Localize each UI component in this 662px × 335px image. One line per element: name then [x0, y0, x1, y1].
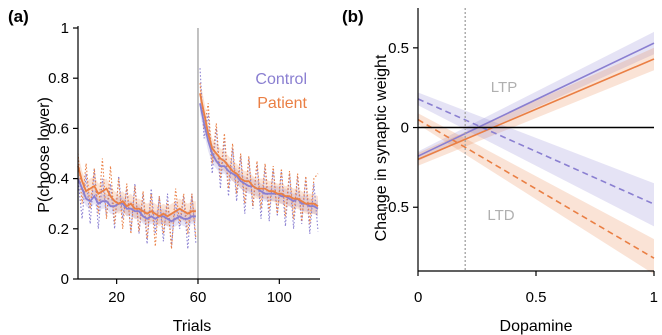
patient-ltd-band — [418, 113, 654, 275]
patient-mean-line — [77, 165, 196, 218]
panel-b-axes: 0.5 0 -0.5 0 0.5 1 — [383, 8, 658, 306]
control-trial-trace — [77, 168, 197, 249]
panel-b: (b) 0.5 0 -0.5 0 0.5 1 LTP LTD Dopamine Chang… — [342, 7, 658, 335]
y-tick-label: 0.2 — [48, 221, 69, 238]
ltd-annotation: LTD — [487, 207, 514, 224]
y-tick-label: 0.4 — [48, 171, 69, 188]
control-sem-band — [78, 168, 196, 229]
panel-b-confidence-bands — [418, 31, 654, 275]
x-tick-label: 100 — [267, 289, 292, 306]
ltp-annotation: LTP — [491, 79, 517, 96]
panel-a-y-axis-title: P(choose lower) — [36, 97, 53, 213]
legend-entry-control: Control — [255, 71, 307, 88]
panel-a-mean-lines — [77, 93, 319, 223]
panel-b-y-axis-title: Change in synaptic weight — [373, 54, 390, 241]
x-tick-label: 60 — [190, 289, 207, 306]
y-tick-label: 0.5 — [388, 40, 409, 57]
patient-ltd-line — [417, 118, 655, 259]
panel-a-raw-traces — [77, 68, 319, 249]
x-tick-label: 1 — [650, 289, 658, 306]
x-tick-label: 0.5 — [526, 289, 547, 306]
panel-b-label: (b) — [342, 7, 364, 26]
patient-trial-trace — [199, 83, 319, 224]
y-tick-label: 1 — [61, 20, 69, 37]
y-tick-label: 0 — [401, 120, 409, 137]
y-tick-label: 0 — [61, 271, 69, 288]
control-mean-line — [77, 178, 196, 223]
panel-a-label: (a) — [8, 7, 29, 26]
control-ltp-line — [417, 42, 655, 157]
y-tick-label: 0.8 — [48, 70, 69, 87]
panel-a-legend: Control Patient — [255, 71, 307, 112]
control-ltd-line — [417, 98, 655, 205]
patient-ltp-band — [418, 47, 654, 166]
y-tick-label: 0.6 — [48, 120, 69, 137]
panel-a-axes: 0 0.2 0.4 0.6 0.8 1 20 60 100 — [48, 20, 320, 306]
legend-entry-patient: Patient — [257, 95, 307, 112]
panel-b-x-axis-title: Dopamine — [500, 318, 573, 335]
control-trial-trace — [199, 68, 319, 234]
panel-a-x-axis-title: Trials — [173, 318, 212, 335]
panel-a: (a) 0 0.2 0.4 0.6 0.8 1 20 60 100 Control Patien… — [8, 7, 320, 335]
panel-b-regression-lines — [417, 42, 655, 259]
x-tick-label: 20 — [108, 289, 125, 306]
patient-mean-line — [199, 93, 319, 207]
patient-trial-trace — [77, 153, 197, 249]
y-tick-label: -0.5 — [383, 199, 409, 216]
x-tick-label: 0 — [414, 289, 422, 306]
